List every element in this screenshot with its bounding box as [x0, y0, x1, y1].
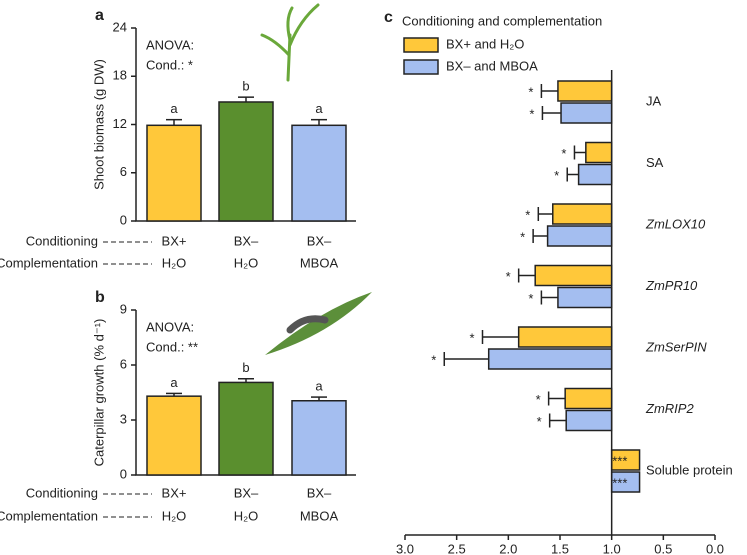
x-tick-label: 3.0: [396, 541, 414, 555]
bar: [291, 124, 347, 222]
x-tick-label: H₂O: [234, 255, 259, 270]
category-label: Soluble protein: [646, 462, 733, 477]
bar: [146, 395, 202, 476]
x-tick-label: MBOA: [300, 255, 339, 270]
x-tick-label: 1.0: [603, 541, 621, 555]
y-tick-label: 12: [113, 116, 127, 131]
category-label: ZmSerPIN: [645, 339, 707, 354]
significance-star: *: [561, 146, 566, 161]
significance-star: *: [528, 291, 533, 306]
x-tick-label: 2.0: [499, 541, 517, 555]
category-label: ZmLOX10: [645, 216, 706, 231]
x-tick-label: H₂O: [162, 255, 187, 270]
y-tick-label: 3: [120, 411, 127, 426]
legend-swatch: [403, 37, 439, 53]
x-tick-label: BX–: [307, 485, 332, 500]
bar: [557, 286, 613, 309]
significance-letter: a: [315, 379, 323, 394]
significance-star: *: [520, 229, 525, 244]
significance-star: *: [506, 269, 511, 284]
x-tick-label: 1.5: [551, 541, 569, 555]
axis: [135, 28, 356, 222]
y-tick-label: 24: [113, 19, 127, 34]
y-tick-label: 0: [120, 466, 127, 481]
bar: [557, 80, 613, 102]
significance-letter: a: [170, 101, 178, 116]
bar: [560, 102, 613, 124]
category-label: JA: [646, 93, 662, 108]
x-tick-label: 0.0: [706, 541, 724, 555]
plant-icon: [260, 3, 320, 82]
bar: [546, 225, 613, 247]
y-axis-label: Shoot biomass (g DW): [91, 59, 106, 190]
bar: [487, 348, 613, 370]
significance-star: *: [554, 168, 559, 183]
significance-star: *: [528, 84, 533, 99]
bar: [565, 409, 613, 432]
category-label: ZmPR10: [645, 278, 698, 293]
panel-label: c: [384, 9, 393, 26]
panel-label: b: [95, 289, 105, 306]
bar: [552, 203, 613, 225]
bar: [577, 163, 613, 186]
significance-letter: a: [315, 101, 323, 116]
significance-star: *: [469, 330, 474, 345]
significance-letter: b: [242, 360, 249, 375]
y-tick-label: 9: [120, 301, 127, 316]
legend-label: BX– and MBOA: [446, 58, 538, 73]
x-tick-label: BX–: [234, 485, 259, 500]
x-tick-label: H₂O: [234, 508, 259, 523]
annotation: Cond.: *: [146, 57, 193, 72]
bar: [517, 326, 613, 348]
x-tick-label: MBOA: [300, 508, 339, 523]
y-axis-label: Caterpillar growth (% d⁻¹): [91, 319, 106, 467]
y-tick-label: 6: [120, 164, 127, 179]
bar: [564, 387, 613, 410]
significance-letter: a: [170, 375, 178, 390]
x-tick-label: 2.5: [448, 541, 466, 555]
y-tick-label: 6: [120, 356, 127, 371]
bar: [218, 101, 274, 222]
panel-label: a: [95, 7, 104, 24]
row-label: Conditioning: [26, 233, 98, 248]
annotation: ANOVA:: [146, 319, 194, 334]
caterpillar-icon: [265, 292, 372, 355]
category-label: ZmRIP2: [645, 401, 694, 416]
row-label: Conditioning: [26, 485, 98, 500]
bar: [146, 124, 202, 222]
x-tick-label: BX+: [162, 485, 187, 500]
significance-star: *: [529, 106, 534, 121]
x-tick-label: BX–: [307, 233, 332, 248]
y-tick-label: 18: [113, 68, 127, 83]
legend-title: Conditioning and complementation: [402, 13, 602, 28]
significance-star: *: [537, 414, 542, 429]
axis: [135, 310, 356, 476]
x-tick-label: BX+: [162, 233, 187, 248]
x-tick-label: 0.5: [654, 541, 672, 555]
bar: [534, 264, 613, 287]
category-label: SA: [646, 155, 664, 170]
annotation: Cond.: **: [146, 339, 198, 354]
bar: [585, 141, 613, 164]
significance-star: ***: [612, 475, 627, 490]
y-tick-label: 0: [120, 212, 127, 227]
x-tick-label: H₂O: [162, 508, 187, 523]
x-tick-label: BX–: [234, 233, 259, 248]
row-label: Complementation: [0, 508, 98, 523]
significance-star: *: [431, 352, 436, 367]
row-label: Complementation: [0, 255, 98, 270]
significance-star: *: [525, 207, 530, 222]
legend-label: BX+ and H₂O: [446, 36, 524, 51]
significance-letter: b: [242, 79, 249, 94]
legend-swatch: [403, 59, 439, 75]
significance-star: ***: [612, 453, 627, 468]
bar: [291, 400, 347, 476]
significance-star: *: [536, 392, 541, 407]
bar: [218, 381, 274, 476]
annotation: ANOVA:: [146, 37, 194, 52]
